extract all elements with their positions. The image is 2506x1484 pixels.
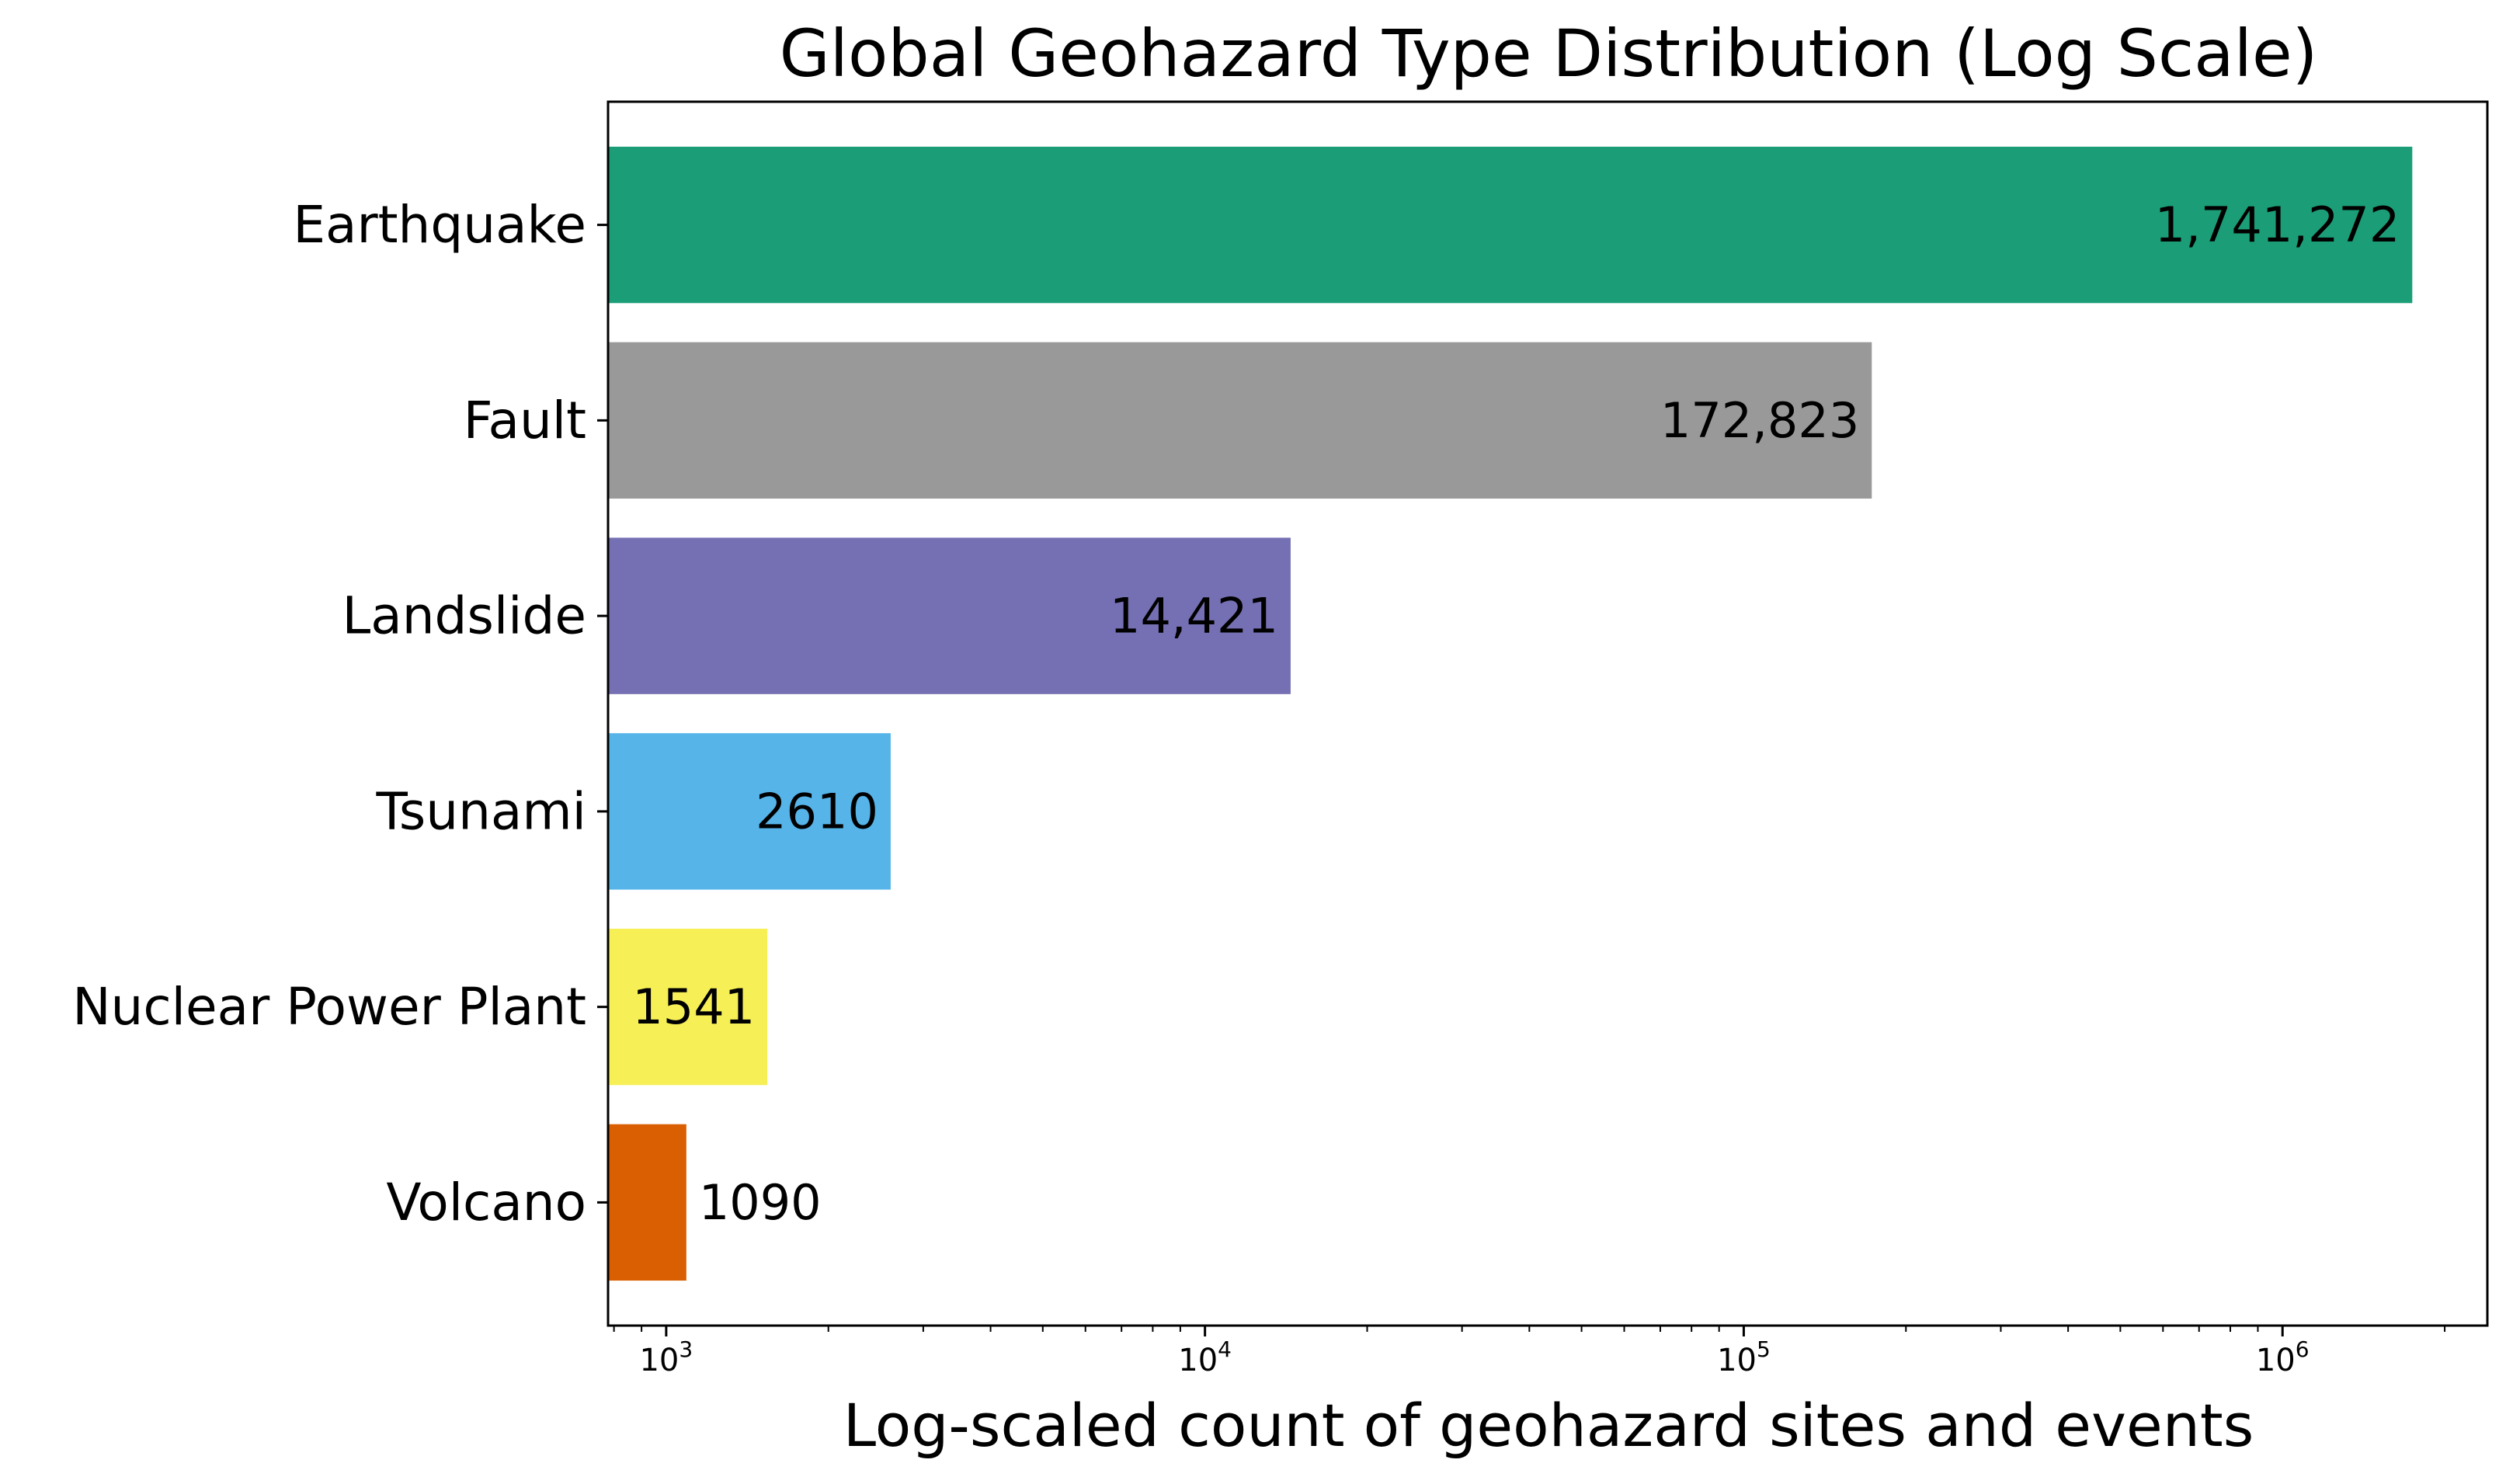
y-tick-label-4: Nuclear Power Plant (72, 977, 586, 1037)
data-labels: 1,741,272 172,823 14,421 2610 1541 1090 (632, 196, 2400, 1231)
data-label-5: 1090 (699, 1174, 822, 1231)
bar-5 (608, 1124, 686, 1281)
axis-ticks: Earthquake Fault Landslide Tsunami Nuclear P… (72, 195, 2446, 1378)
plot-frame (607, 100, 2489, 1327)
y-tick-label-0: Earthquake (293, 195, 586, 255)
x-tick-label-3: 106 (2256, 1336, 2310, 1378)
x-tick-label-2: 105 (1717, 1336, 1771, 1378)
y-tick-label-3: Tsunami (375, 781, 586, 841)
data-label-4: 1541 (632, 978, 755, 1035)
x-axis-label: Log-scaled count of geohazard sites and … (843, 1391, 2254, 1460)
x-tick-label-0: 103 (639, 1336, 693, 1378)
bar-3 (608, 733, 891, 890)
bar-1 (608, 342, 1872, 499)
data-label-2: 14,421 (1110, 588, 1278, 645)
x-tick-label-1: 104 (1178, 1336, 1232, 1378)
bar-0 (608, 146, 2413, 304)
bars (608, 146, 2413, 1281)
y-tick-label-1: Fault (464, 391, 586, 450)
y-tick-label-5: Volcano (386, 1173, 586, 1232)
data-label-1: 172,823 (1660, 392, 1859, 449)
data-label-3: 2610 (756, 783, 878, 839)
chart-title: Global Geohazard Type Distribution (Log … (780, 16, 2318, 92)
bar-4 (608, 928, 768, 1086)
data-label-0: 1,741,272 (2155, 196, 2400, 253)
bar-2 (608, 537, 1291, 694)
y-tick-label-2: Landslide (342, 586, 587, 646)
